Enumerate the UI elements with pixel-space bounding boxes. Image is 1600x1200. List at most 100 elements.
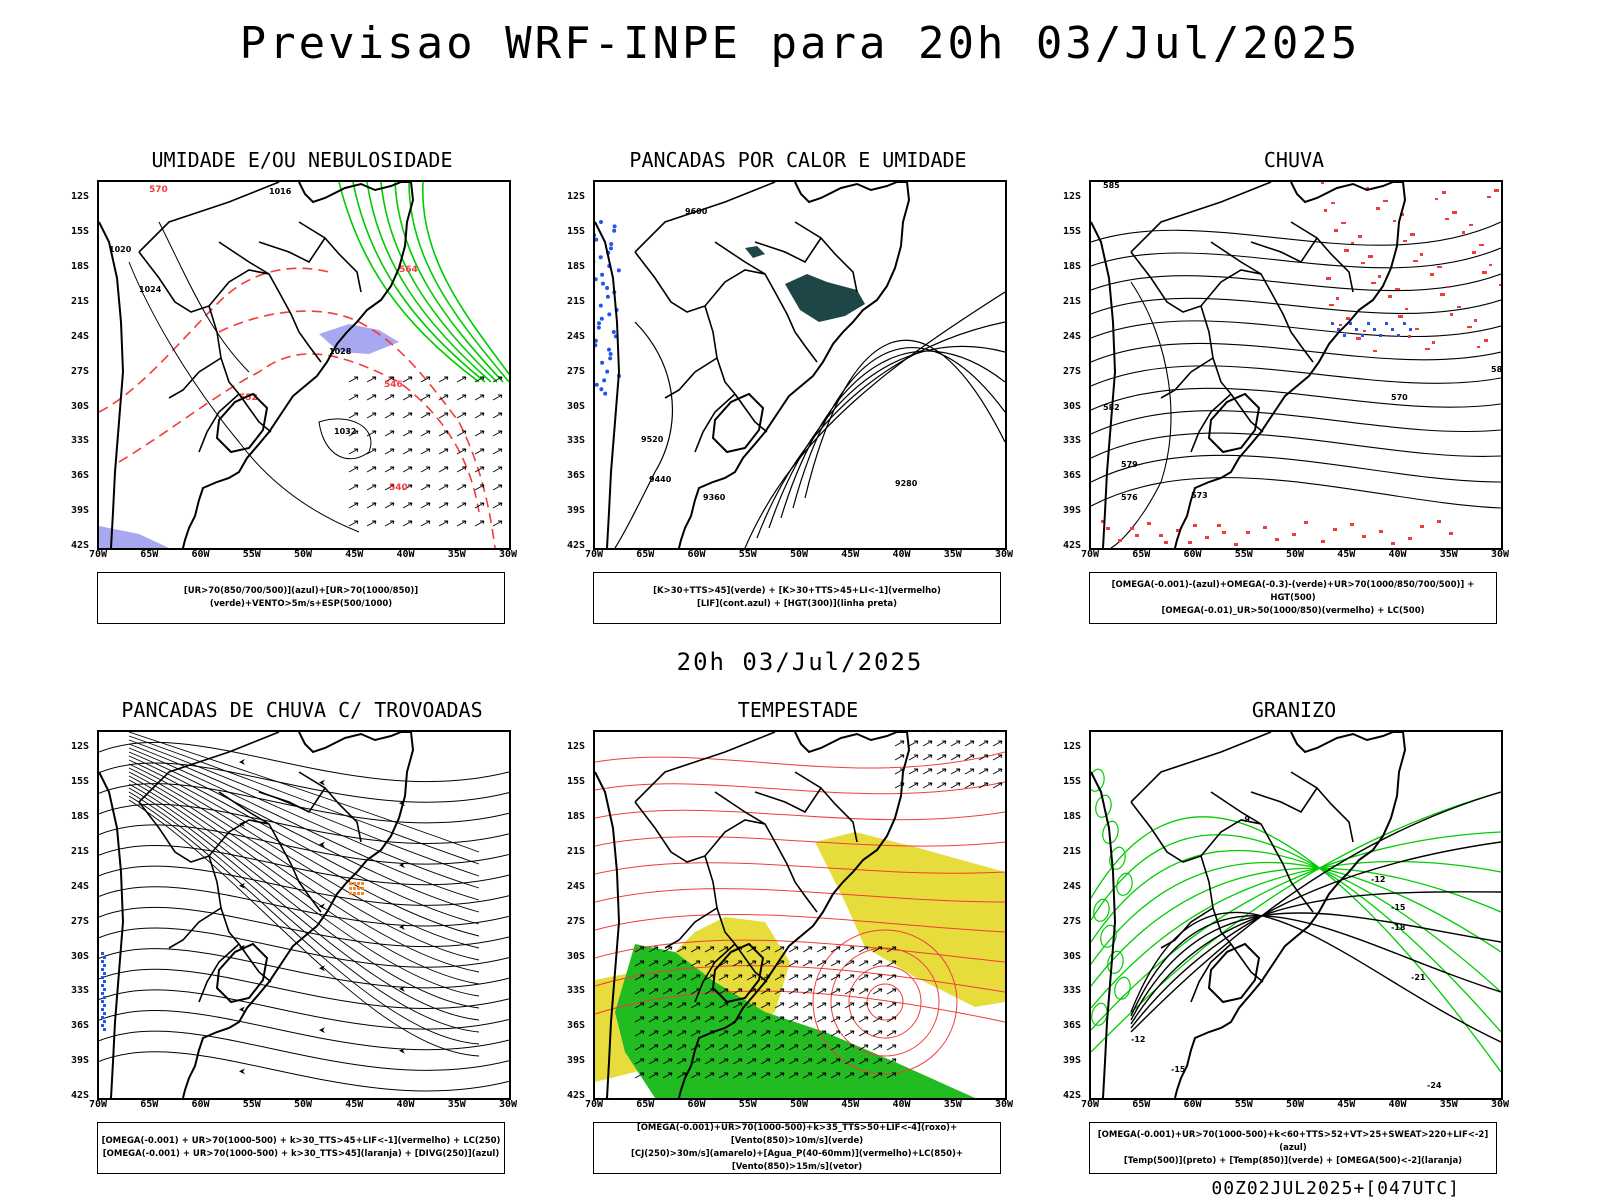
map-canvas: -9-12-15-18-21-24-6-12-15 [1091,732,1501,1098]
forecast-map [593,730,1007,1100]
streamline [99,762,509,803]
wind-vector [420,502,431,509]
temp850-contour [1091,860,1501,1009]
contour-label: -15 [1391,903,1406,912]
lc250-streamline [128,732,480,853]
wind-vector [760,1016,771,1023]
convective-cells [785,274,865,322]
rain-red-cell [1383,200,1388,202]
wind-vector [384,520,395,527]
rain-red-cell [1263,526,1267,529]
panel-title: CHUVA [1263,148,1325,172]
lc250-streamline [128,755,480,925]
rain-red-cell [1379,530,1383,533]
wind-vector [366,520,377,527]
rain-red-cell [1341,222,1346,224]
rain-red-cell [1344,249,1349,252]
wind-vector [788,1030,799,1037]
wind-vector [746,960,757,967]
lon-tick-label: 55W [738,1099,757,1110]
lif-blue-dot [595,382,599,387]
panel-legend: [OMEGA(-0.001) + UR>70(1000-500) + k>30_… [97,1122,505,1174]
lif-blue-dot [612,224,617,229]
lon-tick-label: 70W [89,549,108,560]
wind-vector [718,974,729,981]
wind-vector [872,1044,883,1051]
wind-vector [384,394,395,401]
temp500-contour [1130,914,1501,1017]
lon-tick-label: 70W [585,1099,604,1110]
lat-tick-label: 42S [71,540,90,551]
lat-tick-label: 12S [1063,741,1082,753]
wind-vector [936,754,947,761]
lon-tick-label: 30W [499,549,518,560]
temp850-contour [1100,924,1117,948]
divg-blue-cell [101,984,104,987]
coastline [99,732,415,1098]
lat-tick-label: 36S [71,1020,90,1032]
hgt300-contour [744,291,1005,548]
country-borders [634,182,858,453]
divg-blue-cell [103,988,106,991]
lon-tick-label: 50W [294,1099,313,1110]
divg-blue-cell [103,1020,106,1023]
lat-tick-label: 15S [567,776,586,788]
wind-vector [420,430,431,437]
lc250-streamline [128,747,480,901]
wind-vector [886,1072,897,1079]
wind-vector [872,1072,883,1079]
lat-tick-label: 30S [1063,400,1082,412]
wind-vector [886,988,897,995]
lat-tick-label: 27S [1063,365,1082,377]
wind-vector [690,960,701,967]
divg-blue-cell [103,972,106,975]
temp850-contour [1107,950,1124,974]
wind-vector [746,1058,757,1065]
wind-vector [950,782,961,789]
lon-tick-label: 55W [242,549,261,560]
lat-tick-label: 15S [71,776,90,788]
rain-red-cell [1487,196,1491,198]
streamline [99,927,509,968]
wind-vector [732,1030,743,1037]
rain-red-cell [1336,297,1339,300]
lat-tick-label: 18S [71,261,90,273]
lat-tick-label: 33S [567,435,586,447]
lon-tick-label: 35W [943,1099,962,1110]
rain-red-cell [1234,543,1238,546]
wind-vector [978,740,989,747]
wind-vector [830,1058,841,1065]
temp850-contour [1091,816,1501,1073]
wind-vector [676,1002,687,1009]
lon-tick-label: 60W [191,1099,210,1110]
wind-vector [872,1016,883,1023]
wind-vector [474,466,485,473]
wind-vector [634,974,645,981]
contour-label: 552 [239,393,258,403]
lon-tick-label: 45W [841,1099,860,1110]
contour-label: -15 [1171,1065,1186,1074]
rain-red-cell [1450,313,1453,316]
wind-vector [760,988,771,995]
humidity-blue-area [319,324,399,354]
wind-vector [648,1058,659,1065]
wind-vector [872,1058,883,1065]
divg-blue-cell [101,1000,104,1003]
lc850-cyclone [866,983,904,1021]
forecast-map: 1020 1024 1028 1032 1016 570 564 552 546 540 [97,180,511,550]
rain-red-cell [1304,521,1308,524]
rain-red-cell [1217,524,1221,527]
wind-vector [676,988,687,995]
wind-vector [348,520,359,527]
wind-vector [858,946,869,953]
wind-vector [774,974,785,981]
lc250-streamline [128,743,480,889]
rain-red-cell [1499,284,1501,286]
wind-vector [718,1030,729,1037]
omega-blue-cell [1337,328,1340,331]
divg-blue-cell [101,1024,104,1027]
rain-red-cell [1321,540,1325,543]
wind-vector [894,754,905,761]
rain-red-cell [1246,531,1250,534]
